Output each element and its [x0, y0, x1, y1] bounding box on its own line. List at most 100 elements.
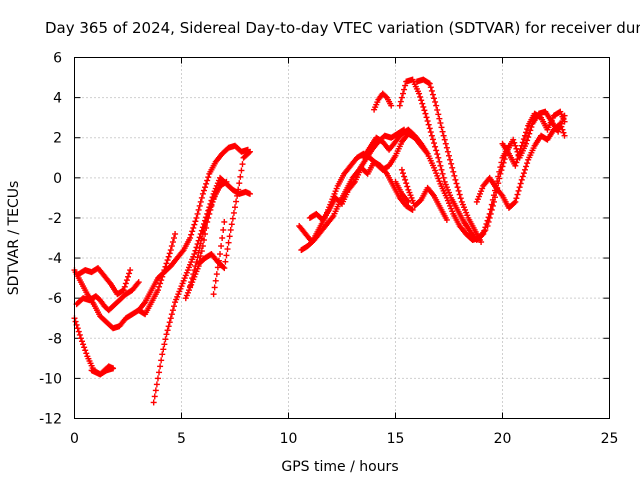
data-point — [196, 245, 203, 252]
data-point — [484, 222, 491, 229]
data-point — [191, 221, 198, 228]
series-sat-k — [210, 218, 228, 298]
data-point — [198, 248, 205, 255]
data-point — [212, 277, 219, 284]
data-point — [197, 253, 204, 260]
data-point — [518, 176, 525, 183]
data-point — [432, 143, 439, 150]
data-point — [228, 221, 235, 228]
data-point — [399, 170, 406, 177]
data-point — [78, 338, 85, 345]
data-point — [431, 95, 438, 102]
data-point — [72, 318, 79, 325]
data-point — [439, 128, 446, 135]
data-point — [489, 202, 496, 209]
data-point — [433, 147, 440, 154]
data-point — [172, 230, 179, 237]
y-tick-label: -4 — [48, 251, 62, 267]
series-sat-s — [398, 166, 450, 223]
data-point — [443, 216, 450, 223]
data-point — [497, 170, 504, 177]
data-point — [163, 331, 170, 338]
data-point — [187, 235, 194, 241]
data-point — [161, 341, 168, 348]
data-point — [434, 106, 441, 113]
data-point — [457, 195, 464, 202]
data-point — [436, 158, 443, 165]
data-point — [421, 107, 428, 114]
data-point — [156, 369, 163, 376]
data-point — [227, 226, 234, 233]
data-points — [71, 76, 568, 406]
data-point — [127, 267, 134, 274]
data-point — [428, 87, 435, 94]
y-tick-label: -12 — [39, 412, 62, 428]
data-point — [188, 231, 195, 238]
data-point — [517, 146, 524, 153]
data-point — [167, 247, 174, 254]
y-tick-label: 0 — [53, 171, 62, 187]
data-point — [193, 214, 200, 221]
data-point — [447, 156, 454, 163]
data-point — [441, 136, 448, 143]
data-point — [225, 239, 232, 246]
data-point — [452, 176, 459, 183]
y-tick-label: -8 — [48, 331, 62, 347]
data-point — [135, 279, 142, 286]
y-tick-label: 4 — [53, 91, 62, 107]
data-point — [492, 194, 499, 201]
data-point — [425, 121, 432, 128]
data-point — [429, 136, 436, 143]
data-point — [226, 233, 233, 240]
data-point — [520, 170, 527, 177]
data-point — [166, 250, 173, 257]
data-point — [169, 239, 176, 246]
y-tick-label: 2 — [53, 131, 62, 147]
data-point — [388, 102, 395, 109]
data-point — [516, 149, 523, 156]
data-point — [219, 235, 226, 241]
data-point — [110, 365, 117, 372]
data-point — [150, 399, 157, 406]
data-point — [402, 82, 409, 89]
data-point — [435, 111, 442, 118]
data-point — [157, 363, 164, 370]
data-point — [481, 227, 488, 234]
data-point — [189, 228, 196, 235]
x-tick-label: 10 — [280, 431, 298, 447]
data-point — [163, 260, 170, 267]
data-point — [519, 173, 526, 180]
data-point — [449, 164, 456, 171]
data-point — [451, 172, 458, 179]
data-point — [245, 149, 252, 156]
data-point — [500, 159, 507, 166]
data-point — [194, 254, 201, 261]
data-point — [246, 190, 253, 197]
data-point — [517, 180, 524, 187]
data-point — [159, 351, 166, 358]
data-point — [158, 277, 165, 284]
data-point — [164, 327, 171, 334]
data-point — [561, 118, 568, 125]
data-point — [218, 243, 225, 250]
y-tick-label: -6 — [48, 291, 62, 307]
data-point — [524, 160, 531, 167]
data-point — [80, 341, 87, 348]
data-point — [158, 357, 165, 364]
data-point — [221, 218, 228, 225]
data-point — [236, 180, 243, 187]
data-point — [171, 235, 178, 241]
data-point — [511, 139, 518, 146]
data-point — [561, 132, 568, 139]
series-sat-f — [150, 174, 253, 406]
data-point — [191, 267, 198, 274]
data-point — [438, 166, 445, 173]
data-point — [224, 246, 231, 253]
data-point — [486, 214, 493, 221]
data-point — [498, 167, 505, 174]
data-point — [490, 198, 497, 205]
data-point — [160, 346, 167, 353]
data-point — [431, 140, 438, 147]
data-point — [496, 175, 503, 182]
data-point — [448, 160, 455, 167]
